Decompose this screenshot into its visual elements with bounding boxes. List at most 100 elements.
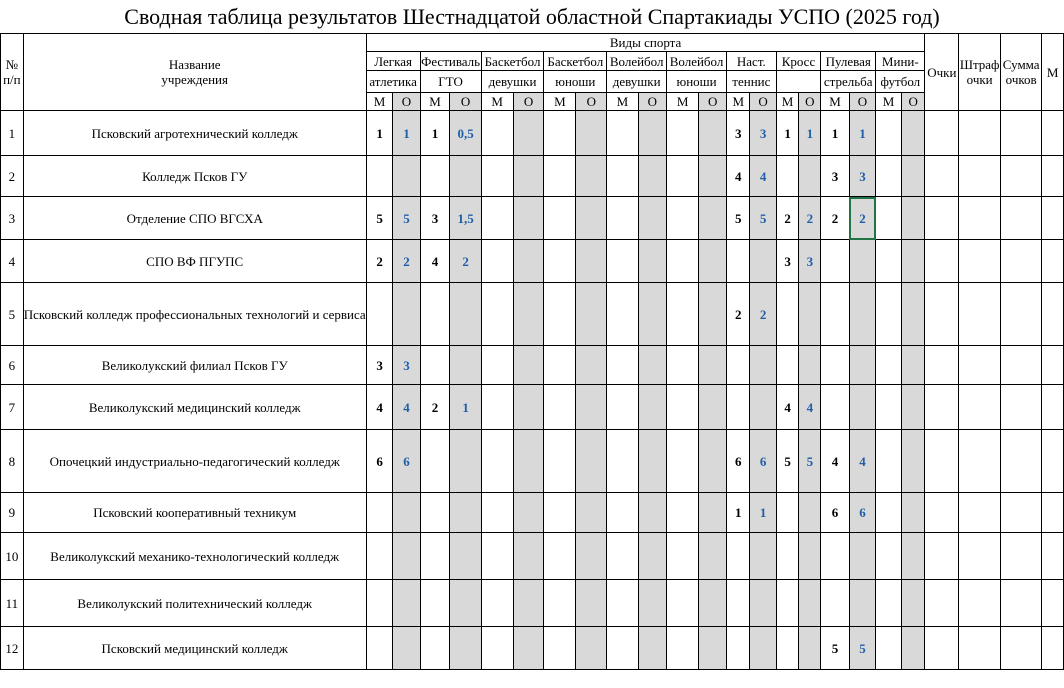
points-cell[interactable] <box>512 579 545 627</box>
row-number[interactable]: 2 <box>0 155 24 197</box>
place-final-cell[interactable] <box>1041 345 1064 385</box>
points-cell[interactable] <box>900 345 926 385</box>
points-total-cell[interactable] <box>924 626 960 670</box>
place-cell[interactable] <box>875 282 902 346</box>
place-final-cell[interactable] <box>1041 579 1064 627</box>
header-sport-1-line2[interactable]: атлетика <box>365 70 421 93</box>
penalty-cell[interactable] <box>958 626 1002 670</box>
points-cell[interactable] <box>449 155 482 197</box>
subheader-o[interactable]: О <box>900 92 926 111</box>
header-sport-7-line2[interactable]: теннис <box>726 70 777 93</box>
place-final-cell[interactable] <box>1041 626 1064 670</box>
points-cell[interactable]: 5 <box>749 196 777 240</box>
points-cell[interactable] <box>449 579 482 627</box>
place-cell[interactable] <box>875 579 902 627</box>
place-cell[interactable]: 4 <box>419 239 451 283</box>
place-cell[interactable] <box>666 384 700 430</box>
place-cell[interactable] <box>875 492 902 533</box>
points-cell[interactable] <box>575 384 608 430</box>
points-cell[interactable] <box>698 532 727 580</box>
points-cell[interactable]: 1 <box>848 110 877 156</box>
points-cell[interactable] <box>698 239 727 283</box>
points-cell[interactable] <box>512 196 545 240</box>
header-name[interactable]: Название учреждения <box>22 33 367 111</box>
points-cell[interactable] <box>449 492 482 533</box>
place-cell[interactable] <box>606 110 639 156</box>
place-cell[interactable]: 3 <box>365 345 394 385</box>
points-cell[interactable] <box>637 626 668 670</box>
header-sport-5-line2[interactable]: девушки <box>606 70 668 93</box>
subheader-m[interactable]: М <box>725 92 751 111</box>
place-cell[interactable]: 1 <box>725 492 751 533</box>
points-cell[interactable] <box>512 429 545 493</box>
place-cell[interactable] <box>606 429 639 493</box>
sum-cell[interactable] <box>1000 239 1043 283</box>
place-final-cell[interactable] <box>1041 155 1064 197</box>
penalty-cell[interactable] <box>958 384 1002 430</box>
points-cell[interactable] <box>637 239 668 283</box>
points-cell[interactable] <box>698 155 727 197</box>
place-cell[interactable] <box>775 282 800 346</box>
header-sport-7[interactable]: Наст. <box>726 51 777 71</box>
place-cell[interactable] <box>480 345 514 385</box>
points-cell[interactable] <box>900 110 926 156</box>
points-cell[interactable] <box>900 579 926 627</box>
points-cell[interactable]: 5 <box>848 626 877 670</box>
points-cell[interactable] <box>512 492 545 533</box>
points-cell[interactable]: 5 <box>392 196 421 240</box>
points-total-cell[interactable] <box>924 196 960 240</box>
points-cell[interactable]: 2 <box>392 239 421 283</box>
points-cell[interactable] <box>798 155 822 197</box>
points-cell[interactable] <box>637 579 668 627</box>
subheader-o[interactable]: О <box>512 92 545 111</box>
place-cell[interactable] <box>725 532 751 580</box>
place-cell[interactable] <box>543 384 577 430</box>
place-cell[interactable]: 6 <box>365 429 394 493</box>
place-cell[interactable] <box>875 155 902 197</box>
points-cell[interactable]: 2 <box>798 196 822 240</box>
place-cell[interactable] <box>725 239 751 283</box>
points-total-cell[interactable] <box>924 345 960 385</box>
place-cell[interactable] <box>606 626 639 670</box>
points-cell[interactable] <box>637 532 668 580</box>
place-cell[interactable] <box>606 282 639 346</box>
points-cell[interactable] <box>392 155 421 197</box>
sum-cell[interactable] <box>1000 282 1043 346</box>
penalty-cell[interactable] <box>958 196 1002 240</box>
place-cell[interactable] <box>365 532 394 580</box>
place-cell[interactable] <box>666 282 700 346</box>
points-cell[interactable] <box>900 626 926 670</box>
points-cell[interactable] <box>512 155 545 197</box>
points-cell[interactable] <box>575 626 608 670</box>
points-cell[interactable] <box>575 196 608 240</box>
place-cell[interactable] <box>875 532 902 580</box>
penalty-cell[interactable] <box>958 239 1002 283</box>
header-penalty[interactable]: Штраф очки <box>958 33 1002 111</box>
place-cell[interactable] <box>419 626 451 670</box>
points-cell[interactable] <box>749 532 777 580</box>
place-cell[interactable] <box>606 532 639 580</box>
institution-name[interactable]: Великолукский медицинский колледж <box>22 384 367 430</box>
points-cell[interactable]: 0,5 <box>449 110 482 156</box>
institution-name[interactable]: Колледж Псков ГУ <box>22 155 367 197</box>
points-cell[interactable]: 2 <box>449 239 482 283</box>
place-cell[interactable] <box>666 532 700 580</box>
points-total-cell[interactable] <box>924 492 960 533</box>
subheader-o[interactable]: О <box>698 92 727 111</box>
points-cell[interactable] <box>900 532 926 580</box>
points-cell[interactable]: 1 <box>449 384 482 430</box>
place-cell[interactable] <box>820 345 850 385</box>
header-sport-1[interactable]: Легкая <box>365 51 421 71</box>
points-cell[interactable] <box>449 626 482 670</box>
place-cell[interactable] <box>419 492 451 533</box>
points-cell[interactable] <box>848 239 877 283</box>
subheader-m[interactable]: М <box>543 92 577 111</box>
subheader-m[interactable]: М <box>606 92 639 111</box>
header-sport-4[interactable]: Баскетбол <box>543 51 608 71</box>
points-cell[interactable] <box>698 492 727 533</box>
points-cell[interactable]: 1,5 <box>449 196 482 240</box>
points-cell[interactable] <box>512 239 545 283</box>
header-sport-4-line2[interactable]: юноши <box>543 70 608 93</box>
penalty-cell[interactable] <box>958 429 1002 493</box>
points-cell[interactable] <box>698 196 727 240</box>
